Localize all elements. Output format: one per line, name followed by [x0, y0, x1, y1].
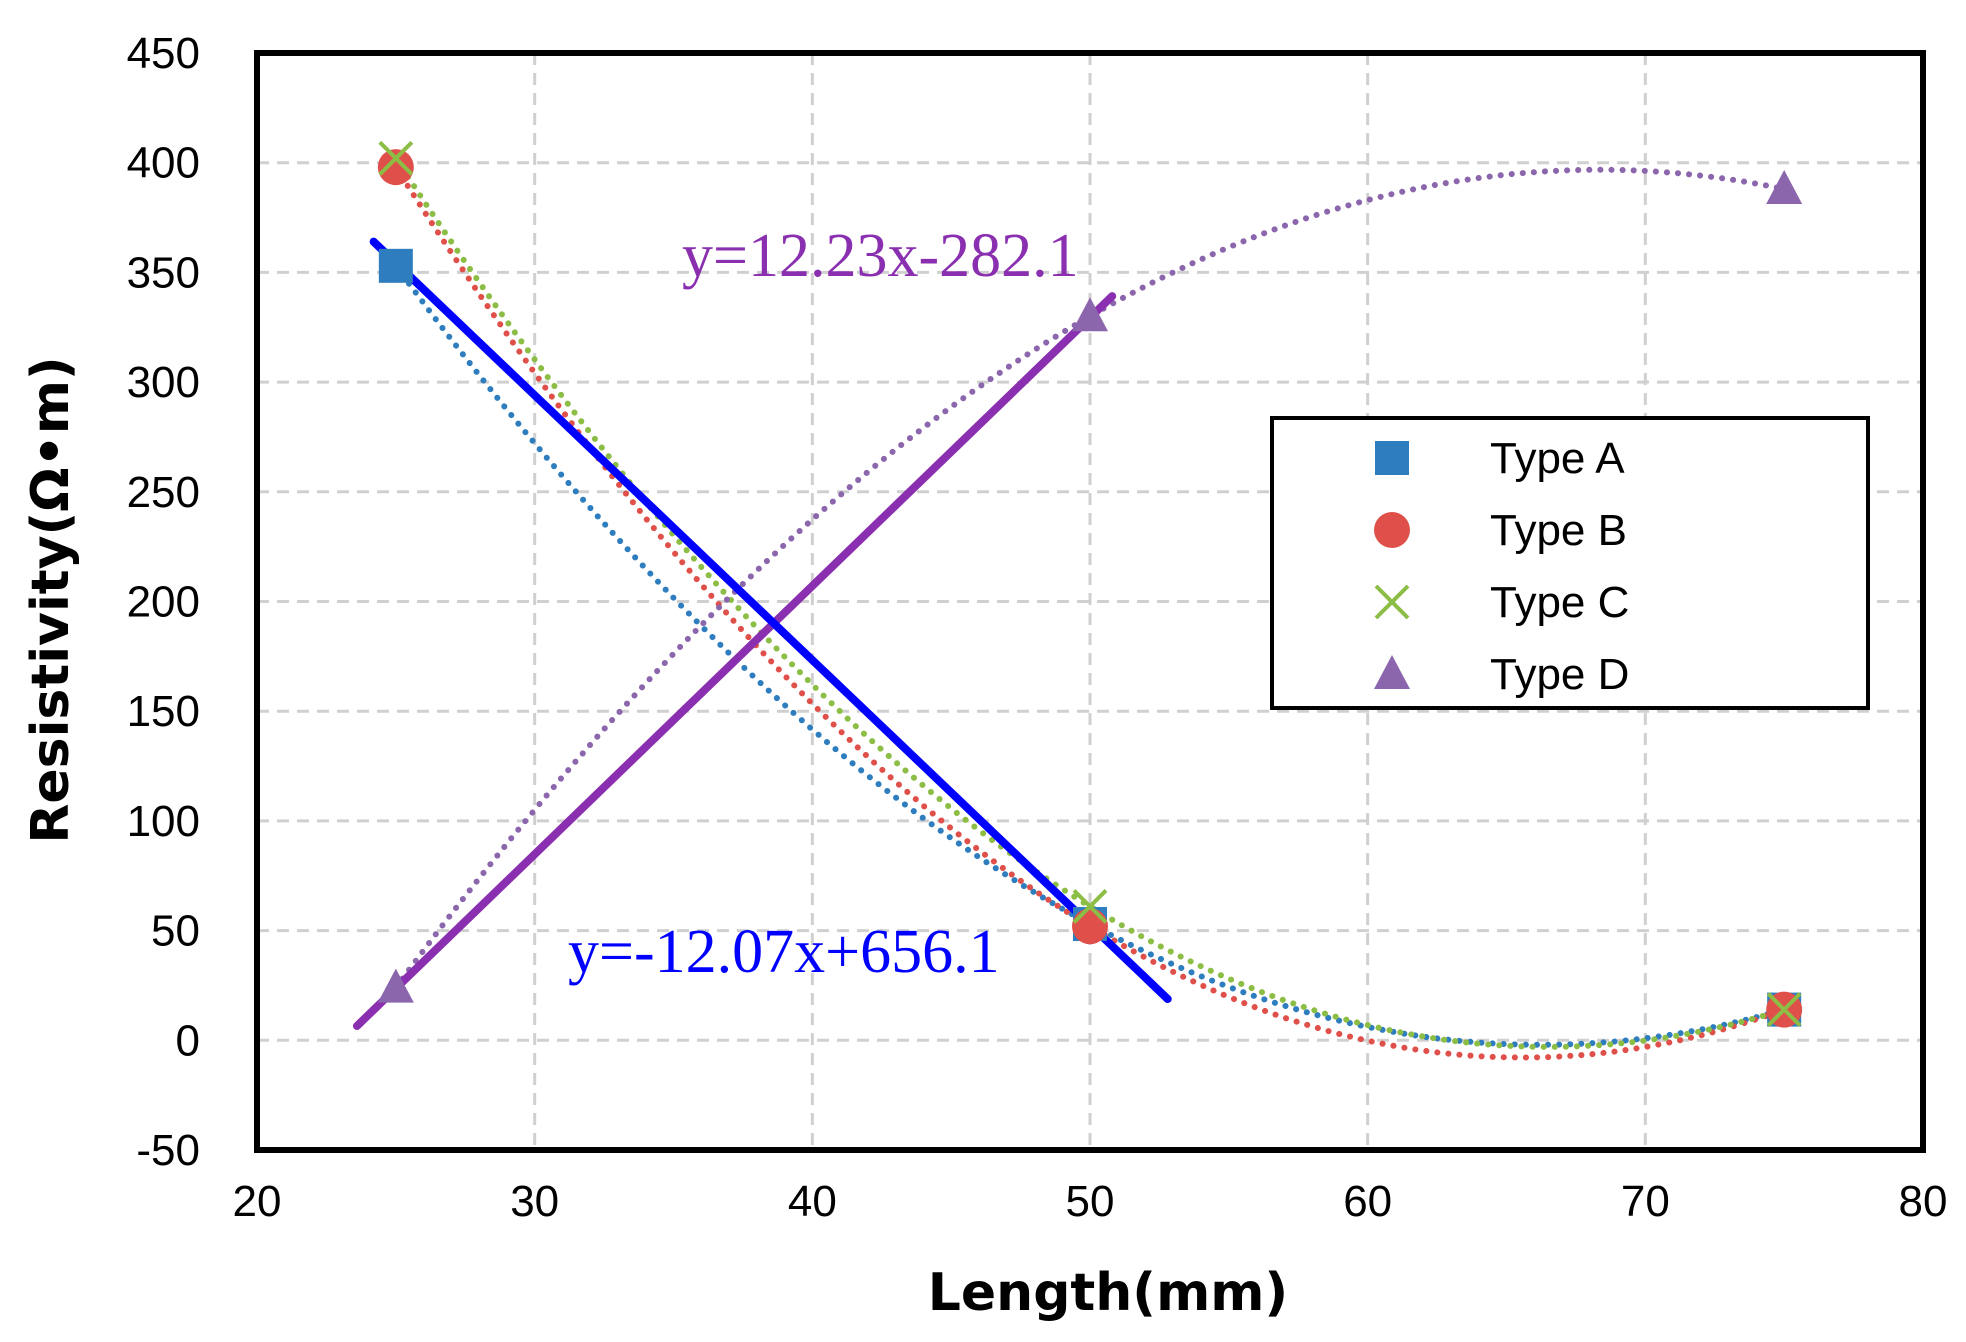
- linear-trendlines: [352, 237, 1172, 1030]
- y-tick-label: 450: [127, 29, 200, 78]
- legend-label: Type B: [1490, 506, 1627, 555]
- legend-marker-type-d: [1374, 655, 1410, 689]
- data-markers: [377, 140, 1803, 1028]
- legend-label: Type C: [1490, 578, 1629, 627]
- trendline-equation-type-d: y=12.23x-282.1: [682, 222, 1079, 290]
- trendline-equation-type-a: y=-12.07x+656.1: [568, 918, 1000, 986]
- y-axis-ticks: -50 0 50 100 150 200 250 300 350 400 450: [127, 29, 200, 1175]
- fit-curve-type-c: [392, 155, 1788, 1050]
- y-tick-label: 300: [127, 358, 200, 407]
- data-point-type-c: [1072, 889, 1108, 924]
- y-tick-label: 50: [151, 907, 200, 956]
- legend-box: [1270, 416, 1870, 710]
- x-tick-label: 60: [1343, 1177, 1392, 1226]
- data-point-type-c: [378, 140, 414, 176]
- x-tick-label: 80: [1899, 1177, 1948, 1226]
- legend-label: Type D: [1490, 650, 1629, 699]
- x-axis-title: Length(mm): [928, 1263, 1288, 1323]
- legend-label: Type A: [1490, 434, 1625, 483]
- y-tick-label: 200: [127, 578, 200, 627]
- data-point-type-b: [377, 149, 414, 186]
- data-point-type-b: [1072, 908, 1108, 945]
- x-tick-label: 30: [510, 1177, 559, 1226]
- legend: Type A Type B Type C Type D: [1270, 416, 1870, 710]
- y-tick-label: -50: [136, 1126, 200, 1175]
- x-tick-label: 20: [233, 1177, 282, 1226]
- y-tick-label: 100: [127, 797, 200, 846]
- y-tick-label: 400: [127, 139, 200, 188]
- trendline-0: [352, 292, 1117, 1030]
- data-point-type-d: [377, 968, 414, 1003]
- data-point-type-d: [1072, 297, 1108, 332]
- x-tick-label: 50: [1066, 1177, 1115, 1226]
- fit-curve-type-d: [392, 166, 1788, 991]
- data-point-type-a: [378, 248, 413, 283]
- fit-curve-type-b: [392, 164, 1788, 1061]
- y-tick-label: 150: [127, 687, 200, 736]
- legend-marker-type-b: [1374, 512, 1410, 548]
- x-axis-ticks: 20 30 40 50 60 70 80: [233, 1177, 1948, 1226]
- y-axis-title: Resistivity(Ω•m): [21, 356, 81, 843]
- data-point-type-c: [1766, 992, 1802, 1027]
- y-tick-label: 250: [127, 468, 200, 517]
- trendline-1: [369, 237, 1172, 1004]
- y-tick-label: 0: [176, 1016, 200, 1065]
- x-tick-label: 70: [1621, 1177, 1670, 1226]
- x-tick-label: 40: [788, 1177, 837, 1226]
- data-point-type-d: [1766, 170, 1803, 205]
- legend-marker-type-a: [1375, 441, 1409, 475]
- legend-marker-type-c: [1374, 584, 1410, 620]
- y-tick-label: 350: [127, 248, 200, 297]
- plot-area-border: [254, 50, 1926, 1153]
